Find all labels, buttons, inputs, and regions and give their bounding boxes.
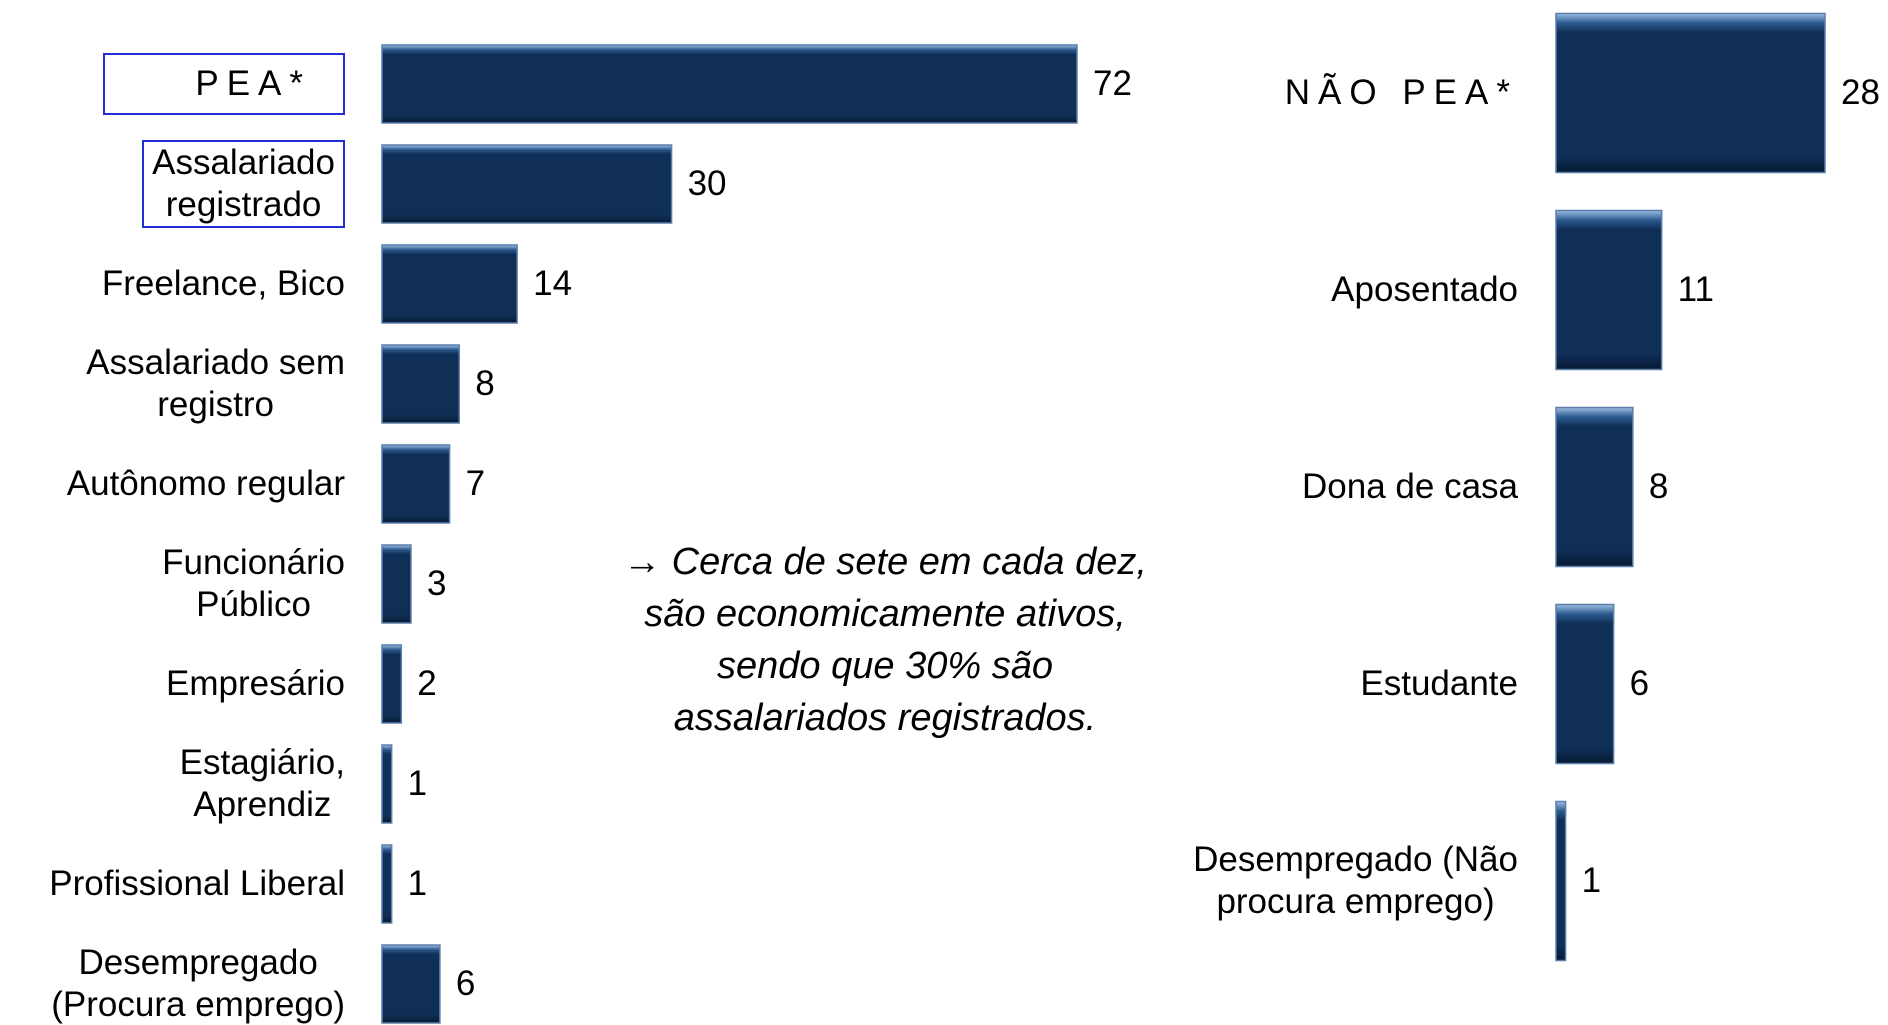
bar <box>381 44 1078 124</box>
label-text: PEA* <box>103 53 345 115</box>
category-label: Assalariado registrado <box>0 134 345 234</box>
value-label: 2 <box>417 664 437 703</box>
category-label: Desempregado (Procura emprego) <box>0 934 345 1025</box>
category-label: NÃO PEA* <box>0 0 1518 192</box>
category-label: Profissional Liberal <box>0 834 345 934</box>
value-label: 6 <box>455 964 476 1003</box>
category-label: Estudante <box>0 586 1518 783</box>
bar <box>381 644 403 724</box>
label-text: Desempregado (Não procura emprego) <box>1193 840 1518 921</box>
bar <box>381 344 460 424</box>
value-label: 11 <box>1677 270 1715 309</box>
label-text: Assalariado registrado <box>142 140 345 228</box>
category-label: Aposentado <box>0 192 1518 389</box>
bar <box>381 744 393 824</box>
category-label: Estagiário, Aprendiz <box>0 734 345 834</box>
value-label: 8 <box>475 364 495 403</box>
bar <box>1555 800 1567 962</box>
category-label: Desempregado (Não procura emprego) <box>0 783 1518 980</box>
label-text: Dona de casa <box>1302 467 1518 506</box>
bar <box>1555 12 1826 174</box>
bar <box>381 144 673 224</box>
category-label: Assalariado sem registro <box>0 334 345 434</box>
label-text: Autônomo regular <box>66 464 345 503</box>
label-text: Empresário <box>166 664 345 703</box>
value-label: 72 <box>1093 64 1132 103</box>
label-text: Funcionário Público <box>162 543 345 624</box>
label-text: Profissional Liberal <box>49 864 345 903</box>
category-label: Funcionário Público <box>0 534 345 634</box>
value-label: 14 <box>533 264 573 303</box>
value-label: 3 <box>426 564 447 603</box>
value-label: 28 <box>1841 73 1880 112</box>
value-label: 30 <box>687 164 727 203</box>
value-label: 7 <box>465 464 486 503</box>
category-label: Autônomo regular <box>0 434 345 534</box>
label-text: Estagiário, Aprendiz <box>179 743 345 824</box>
category-label: PEA* <box>0 34 345 134</box>
bar <box>381 944 441 1024</box>
category-label: Dona de casa <box>0 389 1518 586</box>
bar <box>1555 209 1663 371</box>
value-label: 6 <box>1629 664 1650 703</box>
value-label: 8 <box>1648 467 1669 506</box>
bar <box>381 444 451 524</box>
category-label: Empresário <box>0 634 345 734</box>
label-text: Estudante <box>1360 664 1518 703</box>
bar <box>1555 603 1615 765</box>
bar <box>381 844 393 924</box>
label-text: Desempregado (Procura emprego) <box>51 943 345 1024</box>
value-label: 1 <box>407 764 428 803</box>
bar <box>1555 406 1634 568</box>
value-label: 1 <box>407 864 428 903</box>
label-text: Aposentado <box>1331 270 1518 309</box>
category-label: Freelance, Bico <box>0 234 345 334</box>
label-text: NÃO PEA* <box>1284 73 1518 112</box>
label-text: Freelance, Bico <box>101 264 345 303</box>
bar <box>381 544 412 624</box>
value-label: 1 <box>1581 861 1602 900</box>
annotation: → Cerca de sete em cada dez, são economi… <box>623 541 1147 739</box>
label-text: Assalariado sem registro <box>86 343 345 424</box>
bar <box>381 244 518 324</box>
